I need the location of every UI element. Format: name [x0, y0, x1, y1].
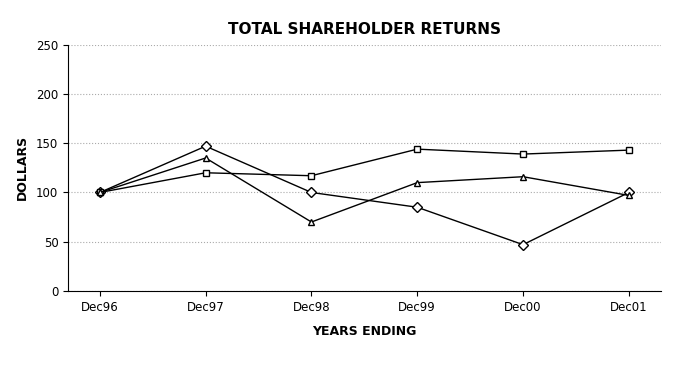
Y-axis label: DOLLARS: DOLLARS: [16, 135, 29, 200]
X-axis label: YEARS ENDING: YEARS ENDING: [312, 325, 417, 338]
Title: TOTAL SHAREHOLDER RETURNS: TOTAL SHAREHOLDER RETURNS: [228, 22, 501, 37]
